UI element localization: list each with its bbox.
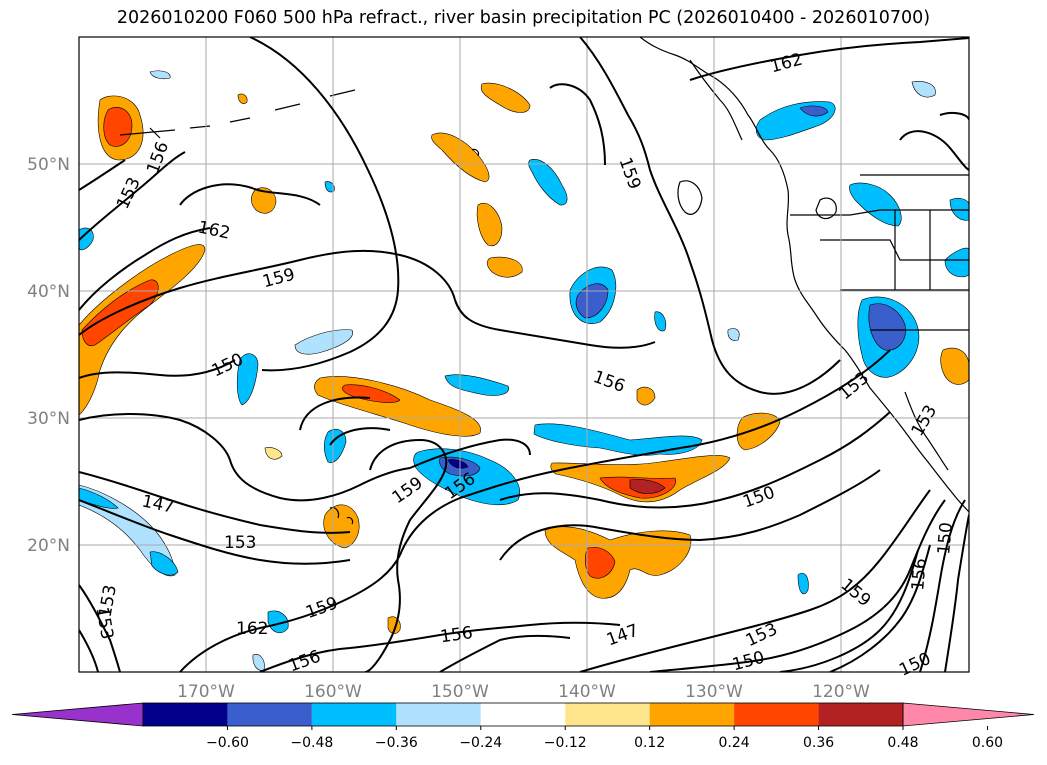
colorbar-tick-label: 0.48	[887, 735, 918, 751]
colorbar-segment	[311, 703, 397, 726]
colorbar-segment	[480, 703, 566, 726]
colorbar: −0.60 −0.48 −0.36 −0.24 −0.12 0.12 0.24 0.36 0.4…	[11, 702, 1035, 751]
coastline-layer	[119, 37, 969, 525]
colorbar-tick-label: −0.24	[459, 735, 502, 751]
colorbar-segment	[565, 703, 650, 726]
lat-label: 20°N	[27, 536, 70, 556]
colorbar-tick-label: 0.60	[972, 735, 1003, 751]
colorbar-segment	[143, 703, 228, 726]
lat-label: 40°N	[27, 282, 70, 302]
colorbar-tick-label: −0.36	[375, 735, 418, 751]
lat-label: 50°N	[27, 155, 70, 175]
gridlines	[79, 37, 969, 672]
colorbar-tick-label: 0.24	[719, 735, 750, 751]
lon-label: 130°W	[685, 682, 743, 702]
lat-label: 30°N	[27, 409, 70, 429]
lon-label: 120°W	[812, 682, 870, 702]
colorbar-extend-high	[902, 702, 1035, 727]
lon-label: 170°W	[177, 682, 235, 702]
colorbar-tick-label: −0.60	[206, 735, 249, 751]
colorbar-extend-low	[11, 702, 144, 727]
contour-label: 162	[236, 619, 268, 639]
colorbar-segment	[227, 703, 312, 726]
colorbar-segment	[649, 703, 735, 726]
map-panel: 162 162 162 159 159 159 159 159 156 156 …	[78, 36, 970, 681]
contour-label: 156	[439, 623, 474, 647]
colorbar-segment	[396, 703, 481, 726]
longitude-labels: 170°W 160°W 150°W 140°W 130°W 120°W	[177, 682, 870, 702]
refractivity-contours	[79, 37, 969, 672]
colorbar-segment	[818, 703, 903, 726]
map-frame	[78, 36, 970, 673]
colorbar-tick-label: −0.12	[544, 735, 587, 751]
lon-label: 160°W	[304, 682, 362, 702]
colorbar-tick-label: −0.48	[290, 735, 333, 751]
map-title: 2026010200 F060 500 hPa refract., river …	[116, 8, 931, 28]
contour-label: 150	[934, 521, 957, 555]
contour-label: 156	[908, 557, 931, 591]
colorbar-tick-label: 0.12	[634, 735, 665, 751]
colorbar-frame	[142, 702, 904, 727]
lon-label: 150°W	[431, 682, 489, 702]
latitude-labels: 50°N 40°N 30°N 20°N	[27, 155, 70, 556]
colorbar-segment	[734, 703, 819, 726]
contour-label: 153	[224, 533, 256, 553]
colorbar-tick-label: 0.36	[803, 735, 834, 751]
lon-label: 140°W	[558, 682, 616, 702]
